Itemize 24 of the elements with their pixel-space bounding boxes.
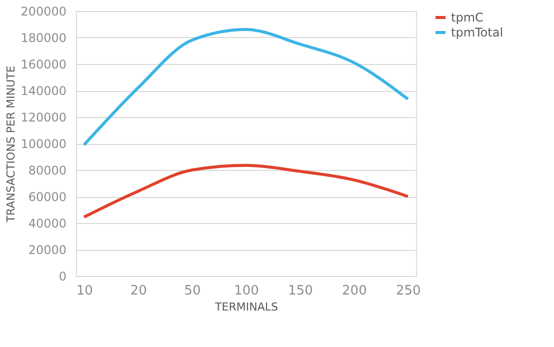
y-tick-label: 20000: [28, 243, 66, 257]
legend-label: tpmC: [451, 10, 484, 24]
line-series: [82, 28, 410, 146]
x-tick-label: 200: [342, 284, 367, 298]
y-tick-label: 80000: [28, 164, 66, 178]
x-tick-label: 20: [130, 284, 147, 298]
y-tick-label: 100000: [20, 137, 66, 151]
y-tick-label: 0: [58, 270, 66, 284]
x-tick-label: 100: [234, 284, 259, 298]
y-axis-title: TRANSACTIONS PER MINUTE: [4, 66, 18, 224]
x-tick-label: 50: [184, 284, 201, 298]
legend-label: tpmTotal: [451, 26, 504, 40]
x-tick-label: 10: [76, 284, 93, 298]
y-tick-label: 180000: [20, 31, 66, 45]
y-tick-label: 200000: [20, 4, 66, 18]
line-series: [82, 164, 410, 219]
x-tick-label: 150: [288, 284, 313, 298]
y-tick-label: 40000: [28, 216, 66, 230]
y-tick-label: 60000: [28, 190, 66, 204]
x-axis-title: TERMINALS: [214, 300, 278, 314]
x-tick-label: 250: [396, 284, 421, 298]
y-tick-label: 140000: [20, 84, 66, 98]
y-tick-label: 160000: [20, 58, 66, 72]
y-tick-label: 120000: [20, 110, 66, 124]
